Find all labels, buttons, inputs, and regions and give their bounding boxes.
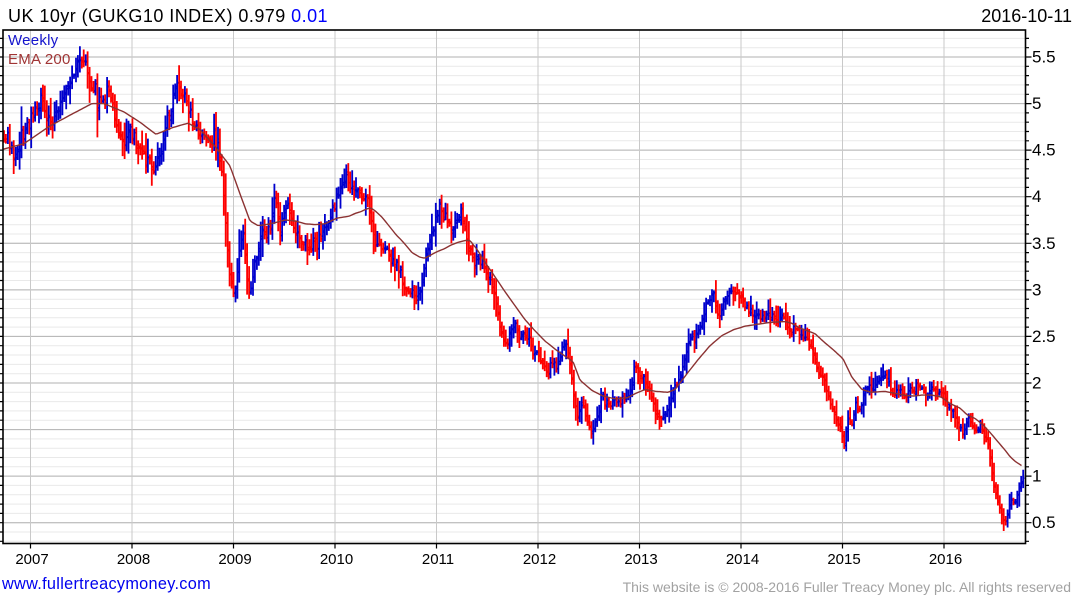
- svg-text:Weekly: Weekly: [8, 32, 59, 49]
- svg-text:5: 5: [1032, 94, 1041, 113]
- svg-text:1.5: 1.5: [1032, 420, 1056, 439]
- svg-text:3.5: 3.5: [1032, 234, 1056, 253]
- svg-text:2016: 2016: [929, 551, 962, 568]
- svg-text:This website is © 2008-2016 Fu: This website is © 2008-2016 Fuller Treac…: [623, 579, 1071, 595]
- svg-text:2016-10-11: 2016-10-11: [981, 6, 1072, 26]
- svg-text:1: 1: [1032, 467, 1041, 486]
- svg-text:2013: 2013: [624, 551, 657, 568]
- svg-text:2014: 2014: [726, 551, 759, 568]
- svg-text:2008: 2008: [117, 551, 150, 568]
- svg-text:0.5: 0.5: [1032, 513, 1056, 532]
- svg-text:2015: 2015: [827, 551, 860, 568]
- svg-text:4: 4: [1032, 187, 1041, 206]
- svg-text:5.5: 5.5: [1032, 48, 1056, 67]
- svg-text:2: 2: [1032, 374, 1041, 393]
- svg-text:www.fullertreacymoney.com: www.fullertreacymoney.com: [1, 575, 211, 593]
- svg-text:2011: 2011: [422, 551, 454, 568]
- svg-text:2012: 2012: [523, 551, 556, 568]
- svg-text:2010: 2010: [320, 551, 353, 568]
- svg-text:2.5: 2.5: [1032, 327, 1056, 346]
- svg-text:EMA 200: EMA 200: [8, 51, 71, 68]
- svg-text:UK 10yr (GUKG10 INDEX) 0.979 0: UK 10yr (GUKG10 INDEX) 0.979 0.01: [8, 6, 328, 26]
- svg-text:2007: 2007: [15, 551, 48, 568]
- svg-text:4.5: 4.5: [1032, 141, 1056, 160]
- svg-text:3: 3: [1032, 280, 1041, 299]
- svg-text:2009: 2009: [218, 551, 251, 568]
